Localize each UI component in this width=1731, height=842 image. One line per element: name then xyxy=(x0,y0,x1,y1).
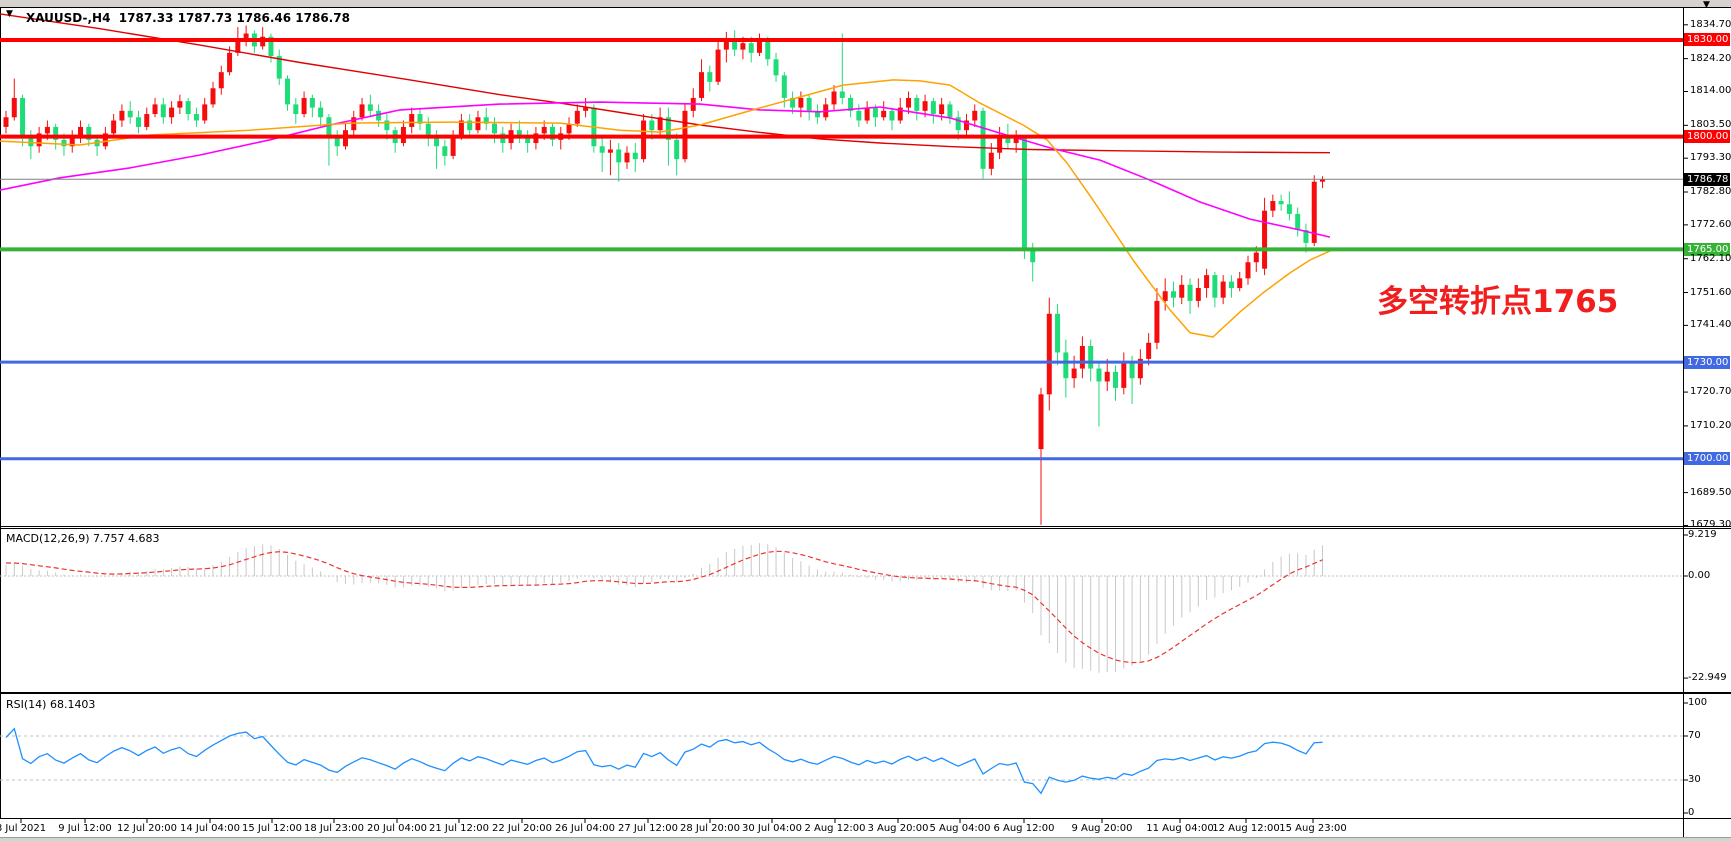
price-axis-label: 1720.70 xyxy=(1690,386,1731,398)
price-axis-label: 1793.30 xyxy=(1690,152,1731,164)
time-axis-label: 15 Aug 23:00 xyxy=(1279,823,1347,834)
time-axis-label: 12 Jul 20:00 xyxy=(117,823,177,834)
macd-axis-label: 9.219 xyxy=(1688,528,1717,540)
price-axis-label: 1762.10 xyxy=(1690,252,1731,264)
time-axis-label: 8 Jul 2021 xyxy=(0,823,47,834)
time-axis-label: 28 Jul 20:00 xyxy=(680,823,740,834)
rsi-indicator-label: RSI(14) 68.1403 xyxy=(6,698,96,711)
time-axis-label: 12 Aug 12:00 xyxy=(1212,823,1280,834)
price-badge: 1700.00 xyxy=(1684,452,1730,466)
time-axis-label: 22 Jul 20:00 xyxy=(492,823,552,834)
rsi-axis-label: 70 xyxy=(1688,730,1701,741)
price-badge: 1830.00 xyxy=(1684,33,1730,47)
ma-fast-orange xyxy=(0,79,1331,338)
chart-title: XAUUSD-,H4 1787.33 1787.73 1786.46 1786.… xyxy=(26,11,350,25)
time-axis-label: 26 Jul 04:00 xyxy=(555,823,615,834)
macd-signal-line xyxy=(6,550,1323,664)
price-axis-label: 1689.50 xyxy=(1690,486,1731,498)
macd-axis-label: 0.00 xyxy=(1688,570,1711,581)
rsi-axis-label: 100 xyxy=(1688,697,1708,708)
scroll-to-end-icon[interactable]: ▼ xyxy=(1703,0,1710,10)
time-axis-label: 11 Aug 04:00 xyxy=(1146,823,1214,834)
price-badge: 1730.00 xyxy=(1684,355,1730,369)
price-axis-label: 1834.70 xyxy=(1690,18,1731,30)
price-axis-label: 1824.20 xyxy=(1690,52,1731,64)
annotation-text: 多空转折点1765 xyxy=(1377,284,1619,320)
price-axis-label: 1772.60 xyxy=(1690,218,1731,230)
chart-collapse-icon[interactable]: ▼ xyxy=(6,9,13,19)
time-axis-label: 20 Jul 04:00 xyxy=(367,823,427,834)
time-axis-label: 5 Aug 04:00 xyxy=(929,823,991,834)
time-axis-label: 6 Aug 12:00 xyxy=(993,823,1055,834)
price-axis-label: 1710.20 xyxy=(1690,419,1731,431)
time-axis-label: 21 Jul 12:00 xyxy=(429,823,489,834)
price-badge: 1800.00 xyxy=(1684,130,1730,144)
price-axis-label: 1803.50 xyxy=(1690,119,1731,131)
window-bottom-strip xyxy=(0,837,1731,842)
price-axis-label: 1751.60 xyxy=(1690,286,1731,298)
ma-mid-magenta xyxy=(0,101,1331,238)
macd-indicator-label: MACD(12,26,9) 7.757 4.683 xyxy=(6,532,160,545)
time-axis-label: 2 Aug 12:00 xyxy=(804,823,866,834)
price-axis-label: 1814.00 xyxy=(1690,85,1731,97)
macd-axis-label: -22.949 xyxy=(1688,672,1727,684)
time-axis-label: 18 Jul 23:00 xyxy=(304,823,364,834)
rsi-line xyxy=(5,727,1323,795)
price-axis-label: 1679.30 xyxy=(1690,519,1731,531)
time-axis-label: 3 Aug 20:00 xyxy=(867,823,929,834)
time-axis-label: 15 Jul 12:00 xyxy=(242,823,302,834)
rsi-axis-label: 30 xyxy=(1688,774,1701,785)
time-axis-label: 9 Jul 12:00 xyxy=(58,823,112,834)
price-badge: 1765.00 xyxy=(1684,242,1730,256)
price-axis-label: 1782.80 xyxy=(1690,186,1731,197)
time-axis-label: 14 Jul 04:00 xyxy=(180,823,240,834)
time-axis-label: 27 Jul 12:00 xyxy=(618,823,678,834)
price-axis-label: 1741.40 xyxy=(1690,319,1731,331)
time-axis-label: 30 Jul 04:00 xyxy=(742,823,802,834)
rsi-axis-label: 0 xyxy=(1688,807,1695,818)
time-axis-label: 9 Aug 20:00 xyxy=(1071,823,1133,834)
current-price-badge: 1786.78 xyxy=(1684,172,1730,186)
